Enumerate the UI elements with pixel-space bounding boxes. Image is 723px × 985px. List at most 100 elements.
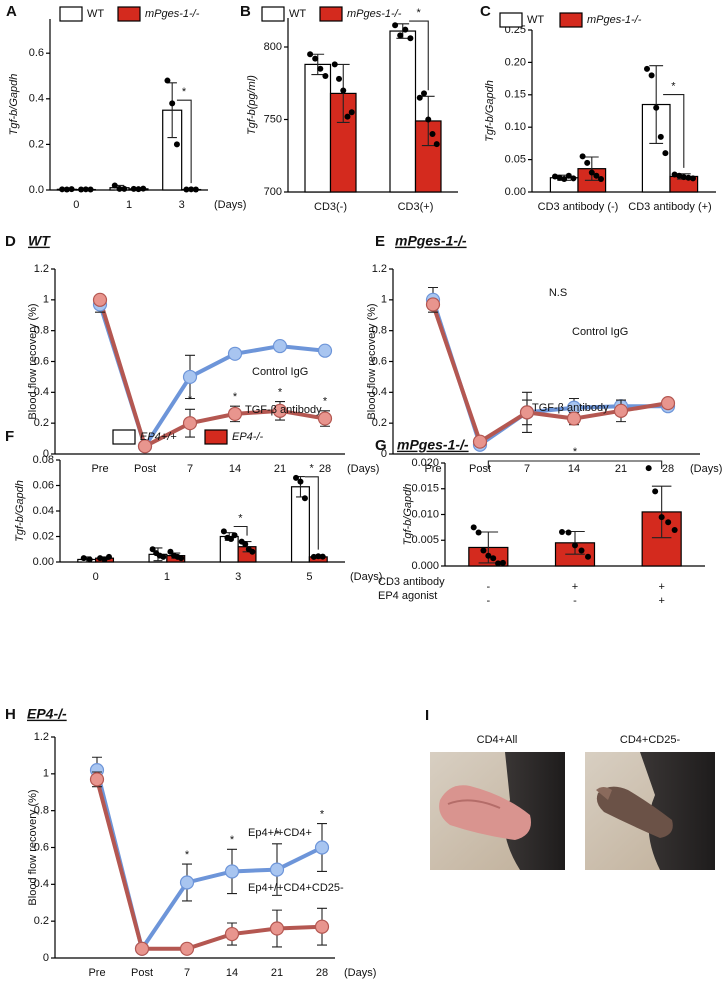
x-tick-label: CD3(-): [314, 201, 347, 213]
y-tick-label: 0.05: [505, 154, 526, 166]
x-axis-label: (Days): [344, 967, 376, 979]
x-tick-label: 1: [126, 199, 132, 211]
x-tick-label: Post: [134, 463, 156, 475]
data-point: [499, 559, 506, 566]
data-point: [336, 75, 342, 82]
bar: [304, 63, 332, 193]
data-point: [348, 109, 355, 116]
marker: [182, 416, 198, 431]
y-tick-label: 0: [43, 448, 49, 460]
data-point: [552, 173, 558, 180]
marker: [317, 411, 333, 426]
data-point: [312, 55, 319, 62]
y-tick-label: 0: [43, 952, 49, 964]
data-point: [231, 532, 238, 539]
series-label: Control IgG: [572, 326, 628, 338]
x-tick-label: 21: [615, 463, 627, 475]
significance-label: *: [182, 86, 187, 98]
data-point: [160, 553, 167, 560]
marker: [92, 292, 108, 307]
data-point: [80, 555, 87, 562]
x-tick-label: 28: [662, 463, 674, 475]
y-tick-label: 1.2: [372, 263, 387, 275]
data-point: [307, 51, 314, 58]
condition-value: +: [572, 581, 578, 593]
y-tick-label: 800: [264, 41, 282, 53]
condition-value: -: [486, 595, 490, 607]
legend-swatch: [112, 429, 136, 445]
bar: [389, 30, 417, 193]
significance-label: *: [238, 512, 243, 524]
condition-name: CD3 antibody: [378, 576, 445, 588]
data-point: [130, 185, 137, 192]
y-tick-label: 0.2: [372, 417, 387, 429]
panel-letter: I: [425, 707, 429, 724]
data-point: [593, 172, 600, 179]
data-point: [121, 185, 128, 192]
data-point: [192, 186, 199, 193]
y-tick-label: 0.4: [29, 93, 44, 105]
data-point: [425, 116, 432, 123]
x-axis-label: (Days): [214, 199, 246, 211]
x-tick-label: 14: [568, 463, 580, 475]
panel-title: mPges-1-/-: [395, 233, 467, 249]
data-point: [249, 548, 256, 555]
significance-bracket: [176, 99, 192, 184]
data-point: [173, 141, 180, 148]
data-point: [662, 150, 669, 157]
data-point: [585, 553, 591, 560]
y-axis-label: Tgf-b/Gapdh: [14, 480, 26, 542]
y-tick-label: 1.2: [34, 731, 49, 743]
data-point: [671, 526, 678, 533]
series-label: TGF-β antibody: [532, 402, 609, 414]
data-point: [68, 186, 75, 193]
significance-label: *: [188, 394, 193, 406]
data-point: [317, 65, 324, 72]
y-tick-label: 0.0: [29, 184, 44, 196]
y-tick-label: 0.015: [411, 483, 439, 495]
data-point: [178, 555, 185, 562]
panel-letter: A: [6, 3, 17, 20]
line: [431, 299, 668, 448]
data-point: [167, 548, 174, 555]
significance-label: *: [230, 834, 235, 846]
x-tick-label: 0: [93, 571, 99, 583]
data-point: [315, 553, 322, 560]
marker: [224, 926, 240, 942]
x-tick-label: 21: [271, 967, 283, 979]
y-tick-label: 0.005: [411, 534, 439, 546]
error-bar: [649, 65, 664, 144]
data-point: [665, 519, 672, 526]
y-tick-label: 750: [264, 113, 282, 125]
y-tick-label: 1: [381, 294, 387, 306]
data-point: [322, 73, 329, 79]
x-tick-label: 5: [306, 571, 312, 583]
series-label: Control IgG: [252, 366, 308, 378]
marker: [137, 439, 153, 454]
y-tick-label: 0.6: [29, 47, 44, 59]
x-axis-label: (Days): [347, 463, 379, 475]
y-tick-label: 0.10: [505, 121, 526, 133]
series-label: TGF-β antibody: [245, 404, 322, 416]
y-tick-label: 1: [43, 768, 49, 780]
data-point: [565, 172, 572, 179]
y-tick-label: 0.8: [34, 805, 49, 817]
data-point: [228, 536, 234, 543]
data-point: [570, 175, 577, 182]
data-point: [598, 176, 604, 183]
y-tick-label: 0.20: [505, 56, 526, 68]
data-point: [59, 186, 66, 193]
data-point: [402, 26, 409, 33]
data-point: [433, 141, 440, 148]
y-tick-label: 0.4: [372, 386, 387, 398]
data-point: [116, 185, 123, 192]
legend-label: EP4-/-: [232, 431, 264, 443]
legend-swatch: [261, 6, 285, 22]
y-tick-label: 0.08: [33, 454, 54, 466]
marker: [613, 403, 629, 418]
data-point: [407, 35, 414, 42]
y-tick-label: 0.010: [411, 508, 439, 520]
y-tick-label: 0.6: [34, 355, 49, 367]
data-point: [657, 133, 664, 140]
